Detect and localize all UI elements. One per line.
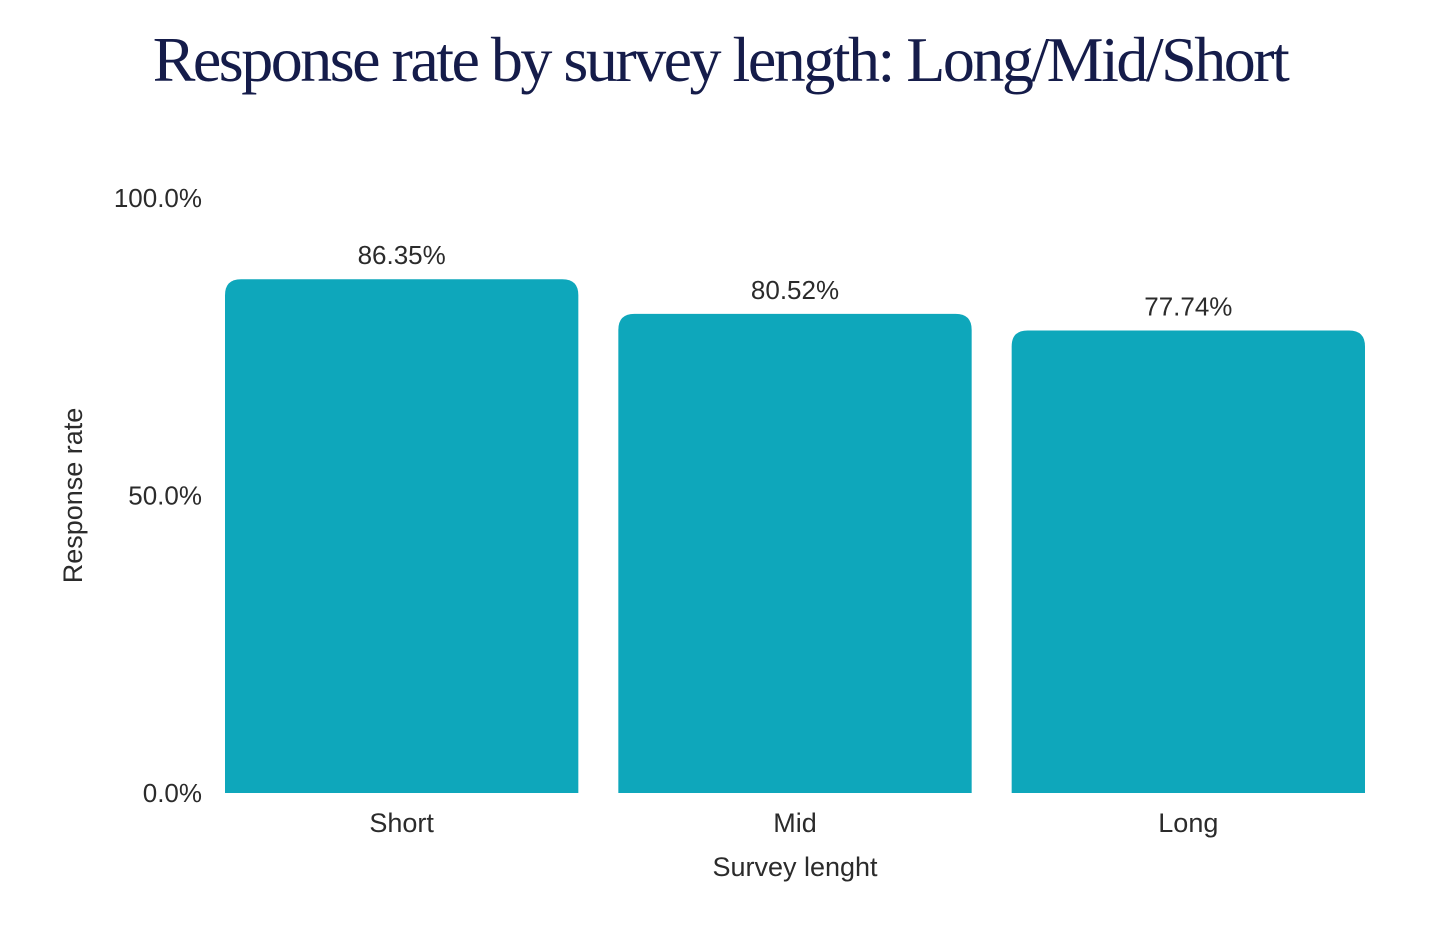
x-tick-label-long: Long: [1158, 808, 1218, 838]
data-label-short: 86.35%: [358, 240, 446, 270]
y-axis-title: Response rate: [58, 408, 88, 584]
data-label-mid: 80.52%: [751, 275, 839, 305]
chart-title: Response rate by survey length: Long/Mid…: [152, 24, 1290, 95]
value-labels-group: 86.35% 80.52% 77.74%: [358, 240, 1233, 321]
y-tick-label: 100.0%: [114, 183, 202, 213]
data-label-long: 77.74%: [1144, 291, 1232, 321]
bar-short: [225, 279, 579, 793]
bars-group: [225, 279, 1365, 793]
bar-long: [1011, 330, 1365, 793]
bar-mid: [618, 313, 972, 793]
y-tick-label: 0.0%: [143, 778, 202, 808]
x-axis-category-labels: Short Mid Long: [369, 808, 1218, 838]
x-tick-label-mid: Mid: [773, 808, 817, 838]
y-tick-label: 50.0%: [128, 481, 202, 511]
y-axis-ticks: 0.0% 50.0% 100.0%: [114, 183, 202, 808]
x-tick-label-short: Short: [369, 808, 434, 838]
x-axis-title: Survey lenght: [712, 852, 878, 882]
